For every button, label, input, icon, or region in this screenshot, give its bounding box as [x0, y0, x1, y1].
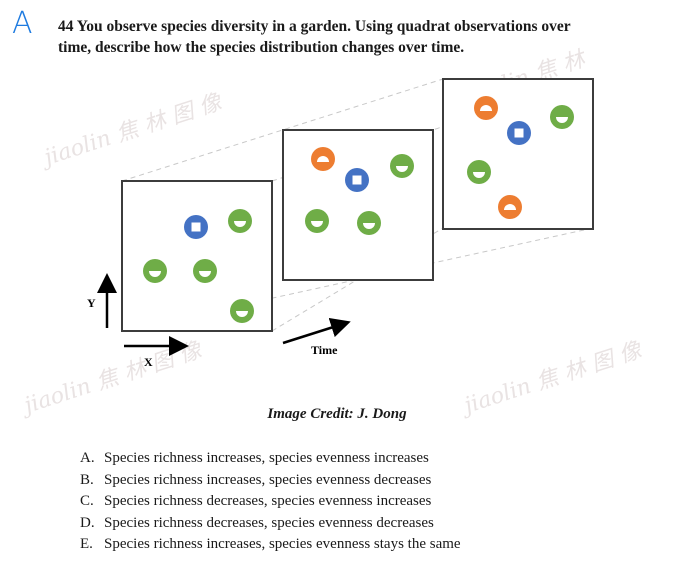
answer-options: A. Species richness increases, species ev… — [80, 448, 461, 556]
green-species-icon — [230, 299, 254, 323]
option-letter: D. — [80, 514, 95, 531]
x-axis-label: X — [144, 355, 153, 369]
orange-species-icon — [498, 195, 522, 219]
quadrat-2 — [282, 129, 434, 281]
green-species-icon — [228, 209, 252, 233]
option-letter: A. — [80, 450, 95, 466]
option-e[interactable]: E. Species richness increases, species ev… — [80, 534, 461, 556]
blue-species-icon — [345, 168, 369, 192]
blue-species-icon — [184, 215, 208, 239]
option-letter: E. — [80, 536, 93, 552]
green-species-icon — [193, 259, 217, 283]
time-label: Time — [311, 343, 338, 357]
option-c[interactable]: C. Species richness decreases, species ev… — [80, 491, 461, 513]
question-line-1: 44 You observe species diversity in a ga… — [58, 18, 571, 35]
option-text: Species richness increases, species even… — [104, 536, 461, 552]
green-species-icon — [305, 209, 329, 233]
image-credit: Image Credit: J. Dong — [267, 406, 407, 422]
orange-species-icon — [311, 147, 335, 171]
option-text: Species richness decreases, species even… — [104, 493, 432, 509]
option-text: Species richness decreases, species even… — [104, 514, 434, 531]
option-text: Species richness increases, species even… — [104, 471, 432, 488]
option-b[interactable]: B. Species richness increases, species ev… — [80, 470, 461, 492]
option-d[interactable]: D. Species richness decreases, species ev… — [80, 513, 461, 535]
green-species-icon — [550, 105, 574, 129]
question-line-2: time, describe how the species distribut… — [58, 39, 465, 56]
answer-mark: A — [12, 6, 33, 41]
option-text: Species richness increases, species even… — [104, 450, 429, 466]
y-axis-label: Y — [87, 296, 96, 310]
green-species-icon — [467, 160, 491, 184]
green-species-icon — [357, 211, 381, 235]
time-arrow — [282, 318, 351, 345]
option-letter: B. — [80, 471, 94, 488]
option-letter: C. — [80, 493, 94, 509]
green-species-icon — [143, 259, 167, 283]
question-text: 44 You observe species diversity in a ga… — [58, 16, 658, 58]
orange-species-icon — [474, 96, 498, 120]
green-species-icon — [390, 154, 414, 178]
option-a[interactable]: A. Species richness increases, species ev… — [80, 448, 461, 470]
blue-species-icon — [507, 121, 531, 145]
